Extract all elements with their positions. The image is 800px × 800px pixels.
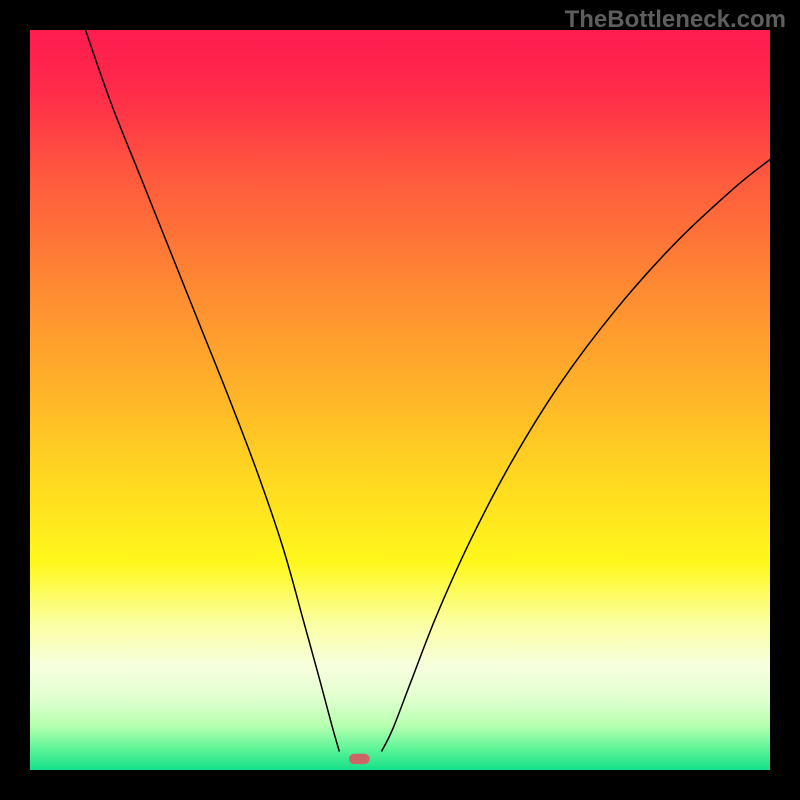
bottom-marker xyxy=(349,754,370,764)
plot-area xyxy=(30,30,770,770)
gradient-background xyxy=(30,30,770,770)
plot-svg xyxy=(30,30,770,770)
chart-container: TheBottleneck.com xyxy=(0,0,800,800)
watermark-text: TheBottleneck.com xyxy=(565,6,786,34)
